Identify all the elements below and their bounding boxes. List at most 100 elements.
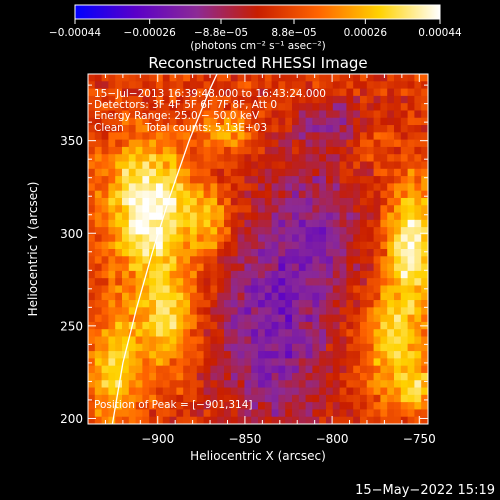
heatmap-cell xyxy=(190,394,198,403)
heatmap-cell xyxy=(237,343,245,352)
heatmap-cell xyxy=(326,329,334,337)
heatmap-cell xyxy=(353,74,361,82)
heatmap-cell xyxy=(142,358,150,367)
heatmap-cell xyxy=(190,372,198,381)
annotation-method: Clean xyxy=(94,122,124,134)
heatmap-cell xyxy=(360,146,368,155)
heatmap-cell xyxy=(251,168,259,177)
heatmap-cell xyxy=(339,270,347,279)
heatmap-cell xyxy=(380,125,388,133)
heatmap-cell xyxy=(292,212,300,221)
heatmap-cell xyxy=(149,88,157,97)
heatmap-cell xyxy=(312,256,320,264)
heatmap-cell xyxy=(346,117,354,126)
heatmap-cell xyxy=(319,292,327,301)
heatmap-cell xyxy=(128,358,136,367)
heatmap-cell xyxy=(210,117,218,126)
heatmap-cell xyxy=(421,365,428,374)
heatmap-cell xyxy=(292,110,300,119)
heatmap-cell xyxy=(373,117,381,126)
heatmap-cell xyxy=(237,394,245,403)
heatmap-cell xyxy=(346,110,354,119)
heatmap-cell xyxy=(319,234,327,243)
heatmap-cell xyxy=(115,95,123,104)
heatmap-cell xyxy=(142,416,150,424)
heatmap-cell xyxy=(339,197,347,206)
heatmap-cell xyxy=(156,256,164,264)
heatmap-cell xyxy=(196,263,204,272)
heatmap-cell xyxy=(251,416,259,424)
heatmap-cell xyxy=(176,197,184,206)
heatmap-cell xyxy=(360,110,368,119)
heatmap-cell xyxy=(258,351,266,359)
heatmap-cell xyxy=(305,241,313,250)
heatmap-cell xyxy=(244,336,252,345)
heatmap-cell xyxy=(285,278,293,286)
heatmap-cell xyxy=(312,358,320,367)
heatmap-cell xyxy=(183,300,191,308)
heatmap-cell xyxy=(264,278,272,286)
heatmap-cell xyxy=(258,241,266,250)
heatmap-cell xyxy=(156,146,164,155)
heatmap-cell xyxy=(339,110,347,119)
heatmap-cell xyxy=(394,117,402,126)
heatmap-cell xyxy=(115,161,123,170)
heatmap-cell xyxy=(135,219,143,228)
heatmap-cell xyxy=(169,351,177,359)
heatmap-cell xyxy=(210,358,218,367)
heatmap-cell xyxy=(217,343,225,352)
heatmap-cell xyxy=(94,372,102,381)
heatmap-cell xyxy=(298,300,306,308)
heatmap-cell xyxy=(400,351,408,359)
heatmap-cell xyxy=(169,270,177,279)
heatmap-cell xyxy=(156,351,164,359)
heatmap-cell xyxy=(366,300,374,308)
heatmap-cell xyxy=(407,197,415,206)
heatmap-cell xyxy=(285,205,293,213)
heatmap-cell xyxy=(101,132,109,141)
heatmap-cell xyxy=(292,343,300,352)
heatmap-cell xyxy=(258,227,266,235)
heatmap-cell xyxy=(101,88,109,97)
heatmap-cell xyxy=(312,394,320,403)
heatmap-cell xyxy=(339,278,347,286)
heatmap-cell xyxy=(326,314,334,323)
heatmap-cell xyxy=(135,358,143,367)
heatmap-cell xyxy=(312,365,320,374)
heatmap-cell xyxy=(128,343,136,352)
heatmap-cell xyxy=(319,321,327,330)
heatmap-cell xyxy=(108,394,116,403)
heatmap-cell xyxy=(88,307,96,316)
heatmap-cell xyxy=(162,110,170,119)
heatmap-cell xyxy=(169,343,177,352)
heatmap-cell xyxy=(271,402,279,410)
heatmap-cell xyxy=(407,409,415,418)
heatmap-cell xyxy=(251,409,259,418)
heatmap-cell xyxy=(278,416,286,424)
heatmap-cell xyxy=(169,241,177,250)
heatmap-cell xyxy=(387,321,395,330)
heatmap-cell xyxy=(414,394,422,403)
heatmap-cell xyxy=(373,205,381,213)
heatmap-cell xyxy=(332,394,340,403)
heatmap-cell xyxy=(162,263,170,272)
heatmap-cell xyxy=(101,103,109,111)
heatmap-cell xyxy=(258,168,266,177)
heatmap-cell xyxy=(162,365,170,374)
heatmap-cell xyxy=(251,190,259,199)
heatmap-cell xyxy=(326,241,334,250)
heatmap-cell xyxy=(373,307,381,316)
heatmap-cell xyxy=(142,285,150,294)
heatmap-cell xyxy=(210,285,218,294)
heatmap-cell xyxy=(94,387,102,396)
heatmap-cell xyxy=(135,402,143,410)
annotations: 15−Jul−2013 16:39:48.000 to 16:43:24.000… xyxy=(94,88,326,411)
heatmap-cell xyxy=(366,380,374,388)
heatmap-cell xyxy=(128,146,136,155)
heatmap-cell xyxy=(190,416,198,424)
heatmap-cell xyxy=(339,212,347,221)
heatmap-cell xyxy=(319,183,327,192)
heatmap-cell xyxy=(339,74,347,82)
heatmap-cell xyxy=(271,409,279,418)
heatmap-cell xyxy=(183,234,191,243)
